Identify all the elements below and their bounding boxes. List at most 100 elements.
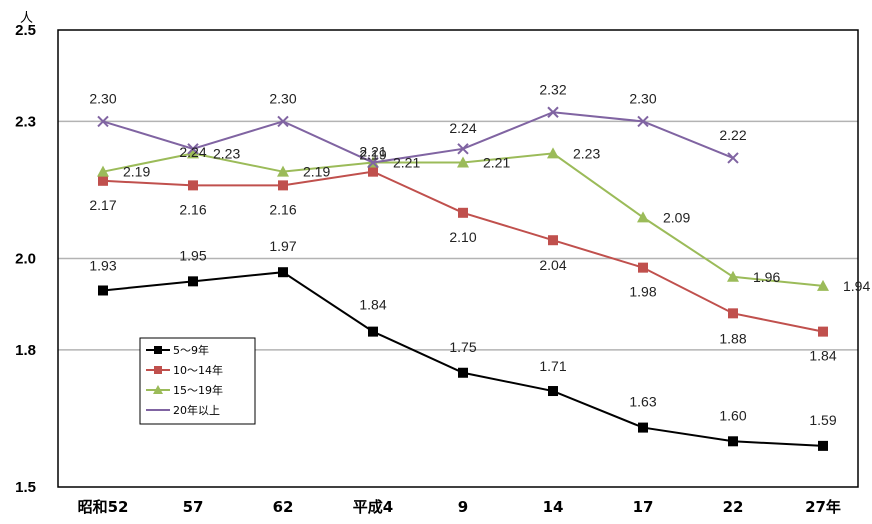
data-label: 1.88 xyxy=(719,330,746,346)
data-point xyxy=(727,152,739,164)
plot-area xyxy=(57,29,859,488)
y-tick-label: 1.8 xyxy=(15,342,36,359)
data-point xyxy=(548,386,558,397)
legend-marker xyxy=(154,366,162,374)
data-label: 2.19 xyxy=(359,147,386,163)
data-point xyxy=(278,267,288,278)
series-3 xyxy=(97,147,829,291)
legend-item: 20年以上 xyxy=(146,403,220,417)
data-point xyxy=(548,235,558,246)
data-point xyxy=(728,308,738,319)
data-label: 2.24 xyxy=(179,144,206,160)
data-label: 2.30 xyxy=(269,90,296,106)
data-label: 2.32 xyxy=(539,81,566,97)
legend-item: 15～19年 xyxy=(146,383,223,397)
data-label: 2.04 xyxy=(539,257,566,273)
data-point xyxy=(188,180,198,191)
data-label: 2.16 xyxy=(269,201,296,217)
data-point xyxy=(818,326,828,337)
data-label: 2.21 xyxy=(359,144,386,160)
data-point xyxy=(367,156,379,169)
data-point xyxy=(818,440,828,451)
data-point xyxy=(817,279,829,291)
data-label: 2.19 xyxy=(303,164,330,180)
data-point xyxy=(457,156,469,168)
legend-label: 15～19年 xyxy=(173,383,223,397)
data-point xyxy=(277,115,289,128)
legend: 5～9年 10～14年 15～19年 20年以上 xyxy=(139,337,256,425)
data-label: 1.59 xyxy=(809,412,836,428)
series-lines xyxy=(97,106,829,451)
data-point xyxy=(98,285,108,296)
x-tick-label: 9 xyxy=(458,498,468,516)
x-tick-label: 22 xyxy=(723,498,744,516)
data-point xyxy=(368,166,378,177)
data-point xyxy=(187,147,199,159)
data-label: 1.63 xyxy=(629,394,656,410)
data-label: 1.93 xyxy=(89,257,116,273)
data-label: 2.30 xyxy=(629,90,656,106)
x-tick-label: 57 xyxy=(183,498,204,516)
data-label: 1.84 xyxy=(359,297,386,313)
data-point xyxy=(458,207,468,218)
data-point xyxy=(637,211,649,223)
data-point xyxy=(187,143,199,155)
data-label: 2.09 xyxy=(663,209,690,225)
data-label: 1.84 xyxy=(809,348,836,364)
data-point xyxy=(188,276,198,287)
data-label: 1.95 xyxy=(179,247,206,263)
series-1 xyxy=(98,267,828,451)
x-tick-label: 14 xyxy=(543,498,564,516)
data-label: 1.96 xyxy=(753,269,780,285)
data-label: 2.17 xyxy=(89,197,116,213)
series-2 xyxy=(98,166,828,337)
data-point xyxy=(547,147,559,159)
data-label: 2.24 xyxy=(449,120,476,136)
data-point xyxy=(727,270,739,282)
data-label: 2.23 xyxy=(573,145,600,161)
legend-marker xyxy=(154,346,162,354)
data-label: 2.22 xyxy=(719,127,746,143)
x-tick-label: 27年 xyxy=(805,498,841,516)
legend-label: 10～14年 xyxy=(173,363,223,377)
legend-item: 5～9年 xyxy=(146,343,209,357)
data-label: 2.21 xyxy=(393,155,420,171)
data-point xyxy=(97,115,109,128)
data-label: 2.23 xyxy=(213,145,240,161)
legend-label: 5～9年 xyxy=(173,343,209,357)
data-point xyxy=(457,143,469,155)
data-labels: 1.93 1.95 1.97 1.84 1.75 1.71 1.63 1.60 1.59 2.17… xyxy=(89,81,870,428)
data-point xyxy=(458,367,468,378)
data-point xyxy=(728,436,738,447)
data-point xyxy=(97,165,109,177)
data-label: 2.19 xyxy=(123,164,150,180)
data-point xyxy=(638,262,648,273)
legend-item: 10～14年 xyxy=(146,363,223,377)
data-label: 2.30 xyxy=(89,90,116,106)
data-point xyxy=(98,175,108,186)
x-tick-label: 62 xyxy=(273,498,294,516)
data-point xyxy=(368,326,378,337)
data-label: 1.94 xyxy=(843,278,870,294)
y-axis-ticks: 1.5 1.8 2.0 2.3 2.5 xyxy=(15,22,36,496)
data-point xyxy=(637,115,649,128)
data-label: 2.16 xyxy=(179,201,206,217)
legend-marker xyxy=(153,385,163,394)
data-label: 1.71 xyxy=(539,358,566,374)
data-point xyxy=(547,106,559,118)
data-label: 1.98 xyxy=(629,284,656,300)
x-tick-label: 昭和52 xyxy=(78,498,129,516)
y-tick-label: 2.3 xyxy=(15,113,36,130)
x-tick-label: 17 xyxy=(633,498,654,516)
data-label: 2.21 xyxy=(483,155,510,171)
series-line xyxy=(102,111,734,164)
data-label: 1.97 xyxy=(269,238,296,254)
series-line xyxy=(102,170,824,333)
y-axis-unit-label: 人 xyxy=(20,11,33,26)
series-4 xyxy=(97,106,739,169)
y-tick-label: 2.5 xyxy=(15,22,36,39)
data-label: 2.10 xyxy=(449,229,476,245)
y-tick-label: 1.5 xyxy=(15,479,36,496)
data-point xyxy=(277,165,289,177)
